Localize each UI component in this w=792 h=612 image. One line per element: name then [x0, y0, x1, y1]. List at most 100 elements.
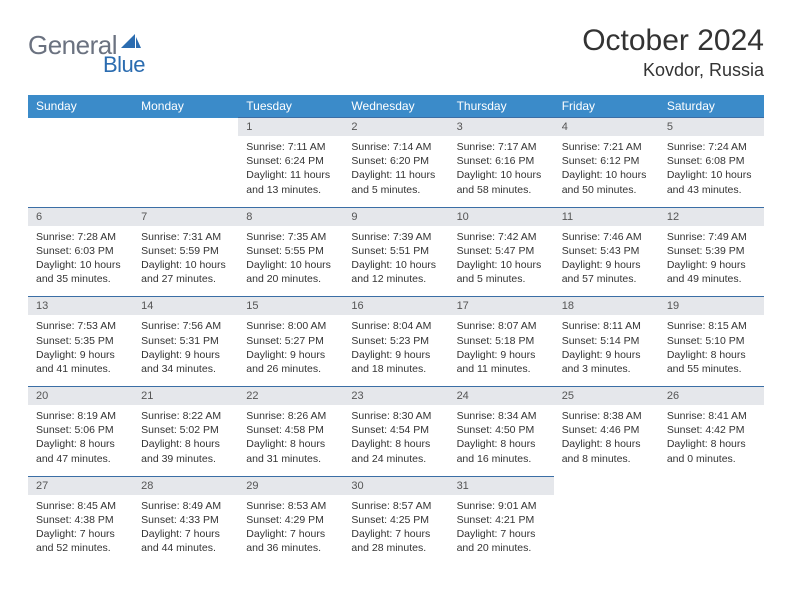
daylight-text: Daylight: 11 hours and 13 minutes.: [246, 168, 335, 196]
sunset-text: Sunset: 5:10 PM: [667, 334, 756, 348]
sunrise-text: Sunrise: 8:22 AM: [141, 409, 230, 423]
title-block: October 2024 Kovdor, Russia: [582, 24, 764, 81]
sunset-text: Sunset: 5:51 PM: [351, 244, 440, 258]
day-number-cell: [28, 118, 133, 137]
header: General Blue October 2024 Kovdor, Russia: [28, 24, 764, 81]
day-data-cell: Sunrise: 8:07 AMSunset: 5:18 PMDaylight:…: [449, 315, 554, 386]
daylight-text: Daylight: 10 hours and 35 minutes.: [36, 258, 125, 286]
sunrise-text: Sunrise: 8:19 AM: [36, 409, 125, 423]
sunset-text: Sunset: 5:47 PM: [457, 244, 546, 258]
sunset-text: Sunset: 4:54 PM: [351, 423, 440, 437]
dow-header-cell: Thursday: [449, 95, 554, 118]
sunset-text: Sunset: 6:08 PM: [667, 154, 756, 168]
sunset-text: Sunset: 4:50 PM: [457, 423, 546, 437]
dow-header-cell: Tuesday: [238, 95, 343, 118]
sunrise-text: Sunrise: 7:56 AM: [141, 319, 230, 333]
day-number-cell: 13: [28, 297, 133, 316]
day-data-cell: Sunrise: 8:45 AMSunset: 4:38 PMDaylight:…: [28, 495, 133, 566]
sunrise-text: Sunrise: 8:53 AM: [246, 499, 335, 513]
day-data-cell: Sunrise: 7:49 AMSunset: 5:39 PMDaylight:…: [659, 226, 764, 297]
day-data-cell: [554, 495, 659, 566]
sunrise-text: Sunrise: 8:49 AM: [141, 499, 230, 513]
sunset-text: Sunset: 5:06 PM: [36, 423, 125, 437]
dow-header-cell: Sunday: [28, 95, 133, 118]
sunrise-text: Sunrise: 8:26 AM: [246, 409, 335, 423]
day-number-cell: 2: [343, 118, 448, 137]
sunset-text: Sunset: 6:16 PM: [457, 154, 546, 168]
sunrise-text: Sunrise: 7:53 AM: [36, 319, 125, 333]
dow-header-row: SundayMondayTuesdayWednesdayThursdayFrid…: [28, 95, 764, 118]
sunrise-text: Sunrise: 8:34 AM: [457, 409, 546, 423]
day-number-cell: 9: [343, 207, 448, 226]
month-title: October 2024: [582, 24, 764, 58]
sunset-text: Sunset: 6:12 PM: [562, 154, 651, 168]
day-number-cell: 27: [28, 476, 133, 495]
sunrise-text: Sunrise: 8:57 AM: [351, 499, 440, 513]
daylight-text: Daylight: 9 hours and 41 minutes.: [36, 348, 125, 376]
sunrise-text: Sunrise: 9:01 AM: [457, 499, 546, 513]
day-data-cell: Sunrise: 8:00 AMSunset: 5:27 PMDaylight:…: [238, 315, 343, 386]
sunrise-text: Sunrise: 7:17 AM: [457, 140, 546, 154]
day-data-cell: Sunrise: 8:26 AMSunset: 4:58 PMDaylight:…: [238, 405, 343, 476]
day-data-cell: Sunrise: 7:42 AMSunset: 5:47 PMDaylight:…: [449, 226, 554, 297]
daylight-text: Daylight: 8 hours and 47 minutes.: [36, 437, 125, 465]
day-data-cell: Sunrise: 7:46 AMSunset: 5:43 PMDaylight:…: [554, 226, 659, 297]
day-number-cell: [133, 118, 238, 137]
day-number-cell: 15: [238, 297, 343, 316]
sunset-text: Sunset: 4:42 PM: [667, 423, 756, 437]
day-data-cell: Sunrise: 8:22 AMSunset: 5:02 PMDaylight:…: [133, 405, 238, 476]
sunrise-text: Sunrise: 7:46 AM: [562, 230, 651, 244]
sunrise-text: Sunrise: 7:39 AM: [351, 230, 440, 244]
sunrise-text: Sunrise: 7:21 AM: [562, 140, 651, 154]
dow-header-cell: Friday: [554, 95, 659, 118]
day-data-cell: Sunrise: 7:17 AMSunset: 6:16 PMDaylight:…: [449, 136, 554, 207]
daylight-text: Daylight: 8 hours and 24 minutes.: [351, 437, 440, 465]
day-data-cell: Sunrise: 7:31 AMSunset: 5:59 PMDaylight:…: [133, 226, 238, 297]
day-data-cell: Sunrise: 7:24 AMSunset: 6:08 PMDaylight:…: [659, 136, 764, 207]
day-number-row: 20212223242526: [28, 387, 764, 406]
day-data-cell: Sunrise: 9:01 AMSunset: 4:21 PMDaylight:…: [449, 495, 554, 566]
sunset-text: Sunset: 4:38 PM: [36, 513, 125, 527]
sunset-text: Sunset: 4:46 PM: [562, 423, 651, 437]
day-number-cell: 26: [659, 387, 764, 406]
daylight-text: Daylight: 8 hours and 55 minutes.: [667, 348, 756, 376]
day-number-row: 13141516171819: [28, 297, 764, 316]
day-number-cell: 19: [659, 297, 764, 316]
day-number-cell: 16: [343, 297, 448, 316]
sunrise-text: Sunrise: 7:14 AM: [351, 140, 440, 154]
sunset-text: Sunset: 5:59 PM: [141, 244, 230, 258]
sunset-text: Sunset: 5:55 PM: [246, 244, 335, 258]
day-data-row: Sunrise: 8:19 AMSunset: 5:06 PMDaylight:…: [28, 405, 764, 476]
day-data-cell: [659, 495, 764, 566]
day-data-row: Sunrise: 7:53 AMSunset: 5:35 PMDaylight:…: [28, 315, 764, 386]
daylight-text: Daylight: 7 hours and 36 minutes.: [246, 527, 335, 555]
day-number-cell: 23: [343, 387, 448, 406]
sunset-text: Sunset: 4:25 PM: [351, 513, 440, 527]
day-data-cell: Sunrise: 8:11 AMSunset: 5:14 PMDaylight:…: [554, 315, 659, 386]
day-number-cell: 5: [659, 118, 764, 137]
day-number-cell: 30: [343, 476, 448, 495]
daylight-text: Daylight: 7 hours and 52 minutes.: [36, 527, 125, 555]
sunset-text: Sunset: 5:14 PM: [562, 334, 651, 348]
sunrise-text: Sunrise: 8:15 AM: [667, 319, 756, 333]
day-number-cell: 28: [133, 476, 238, 495]
daylight-text: Daylight: 9 hours and 34 minutes.: [141, 348, 230, 376]
sunset-text: Sunset: 5:23 PM: [351, 334, 440, 348]
sunset-text: Sunset: 4:58 PM: [246, 423, 335, 437]
sunrise-text: Sunrise: 8:11 AM: [562, 319, 651, 333]
day-data-cell: Sunrise: 8:19 AMSunset: 5:06 PMDaylight:…: [28, 405, 133, 476]
day-data-row: Sunrise: 7:28 AMSunset: 6:03 PMDaylight:…: [28, 226, 764, 297]
day-number-row: 2728293031: [28, 476, 764, 495]
day-number-cell: 1: [238, 118, 343, 137]
day-number-row: 12345: [28, 118, 764, 137]
sunrise-text: Sunrise: 8:07 AM: [457, 319, 546, 333]
daylight-text: Daylight: 10 hours and 43 minutes.: [667, 168, 756, 196]
day-number-cell: 22: [238, 387, 343, 406]
brand-part2: Blue: [103, 52, 145, 78]
sunrise-text: Sunrise: 8:41 AM: [667, 409, 756, 423]
day-data-cell: Sunrise: 7:21 AMSunset: 6:12 PMDaylight:…: [554, 136, 659, 207]
day-data-cell: Sunrise: 7:11 AMSunset: 6:24 PMDaylight:…: [238, 136, 343, 207]
sunrise-text: Sunrise: 7:49 AM: [667, 230, 756, 244]
day-number-cell: 3: [449, 118, 554, 137]
brand-logo: General Blue: [28, 30, 145, 78]
